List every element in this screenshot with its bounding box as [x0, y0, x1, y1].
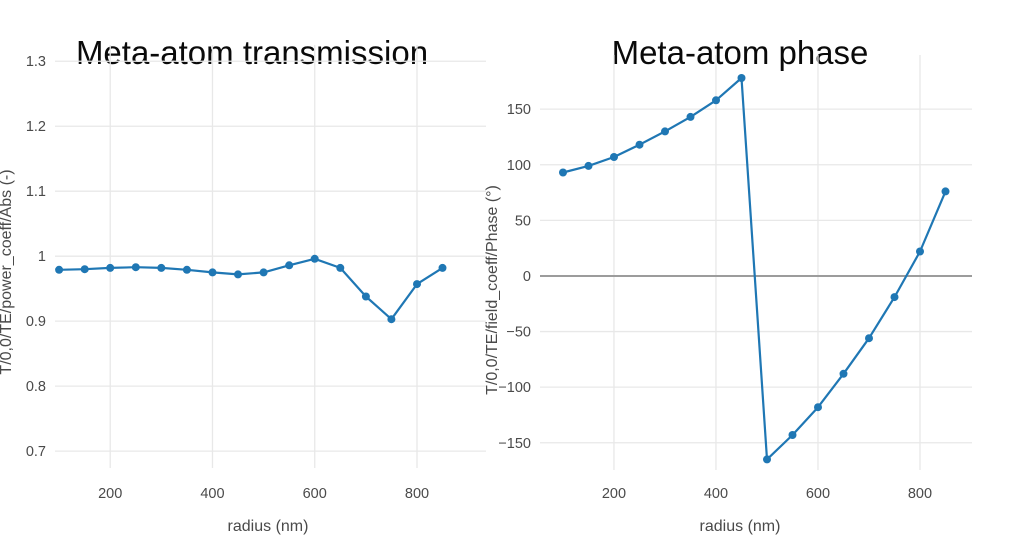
- data-point: [635, 140, 644, 149]
- data-point: [361, 292, 370, 301]
- data-point: [131, 263, 140, 272]
- x-axis-label-phase: radius (nm): [700, 518, 781, 535]
- y-tick-label: −150: [498, 436, 531, 452]
- data-point: [737, 74, 746, 82]
- data-point: [610, 153, 618, 161]
- y-tick-label: 0.9: [26, 314, 46, 330]
- data-point: [661, 127, 669, 136]
- x-tick-label: 600: [806, 486, 830, 502]
- chart-plot-phase: 200 400 600 800 −150 −100 −50 0 50 100 150: [498, 55, 972, 502]
- data-point: [208, 268, 217, 277]
- data-point: [80, 265, 89, 274]
- data-point: [106, 263, 115, 272]
- series-line: [561, 76, 947, 461]
- x-tick-label: 400: [200, 486, 224, 502]
- x-tick-label: 800: [405, 486, 429, 502]
- y-tick-label: 1.2: [26, 119, 46, 135]
- y-tick-label: 0.8: [26, 379, 46, 395]
- x-tick-label: 200: [602, 486, 626, 502]
- data-point: [763, 455, 771, 464]
- data-point: [157, 263, 166, 272]
- data-point: [584, 161, 593, 170]
- y-tick-label: 1.3: [26, 54, 46, 70]
- chart-plot-transmission: 200 400 600 800 0.7 0.8 0.9 1 1.1 1.2 1.3: [26, 45, 486, 502]
- y-tick-label: −100: [498, 380, 531, 396]
- data-point: [814, 403, 822, 412]
- data-point: [686, 112, 695, 121]
- data-point: [559, 168, 567, 177]
- data-point: [890, 293, 899, 302]
- data-point: [259, 268, 268, 277]
- x-tick-label: 400: [704, 486, 728, 502]
- y-tick-label: 1.1: [26, 184, 46, 200]
- y-axis-label-phase: T/0,0/TE/field_coeff/Phase (°): [484, 185, 501, 395]
- data-point: [285, 261, 294, 270]
- y-tick-label: 0: [523, 269, 531, 285]
- data-point: [788, 431, 797, 439]
- data-point: [387, 315, 396, 324]
- y-tick-label: 0.7: [26, 444, 46, 460]
- data-point: [438, 263, 447, 272]
- x-tick-label: 200: [98, 486, 122, 502]
- series-line: [57, 257, 444, 321]
- data-point: [234, 270, 242, 279]
- data-point: [839, 369, 848, 378]
- data-point: [55, 265, 64, 274]
- data-point: [310, 254, 319, 263]
- data-point: [413, 280, 421, 289]
- y-tick-label: 100: [507, 158, 531, 174]
- y-tick-label: 50: [515, 213, 531, 229]
- x-tick-label: 600: [303, 486, 327, 502]
- x-tick-label: 800: [908, 486, 932, 502]
- y-tick-label: 1: [38, 249, 46, 265]
- y-axis-label-transmission: T/0,0/TE/power_coeff/Abs (-): [0, 169, 15, 374]
- data-point: [865, 334, 873, 343]
- y-tick-label: 150: [507, 102, 531, 118]
- x-axis-label-transmission: radius (nm): [228, 518, 309, 535]
- chart-title-phase: Meta-atom phase: [612, 34, 869, 71]
- data-point: [336, 263, 345, 272]
- data-point: [916, 247, 924, 256]
- data-point: [712, 96, 720, 105]
- data-point: [182, 265, 191, 274]
- data-point: [941, 187, 950, 196]
- chart-title-transmission: Meta-atom transmission: [76, 34, 428, 71]
- y-tick-label: −50: [506, 325, 531, 341]
